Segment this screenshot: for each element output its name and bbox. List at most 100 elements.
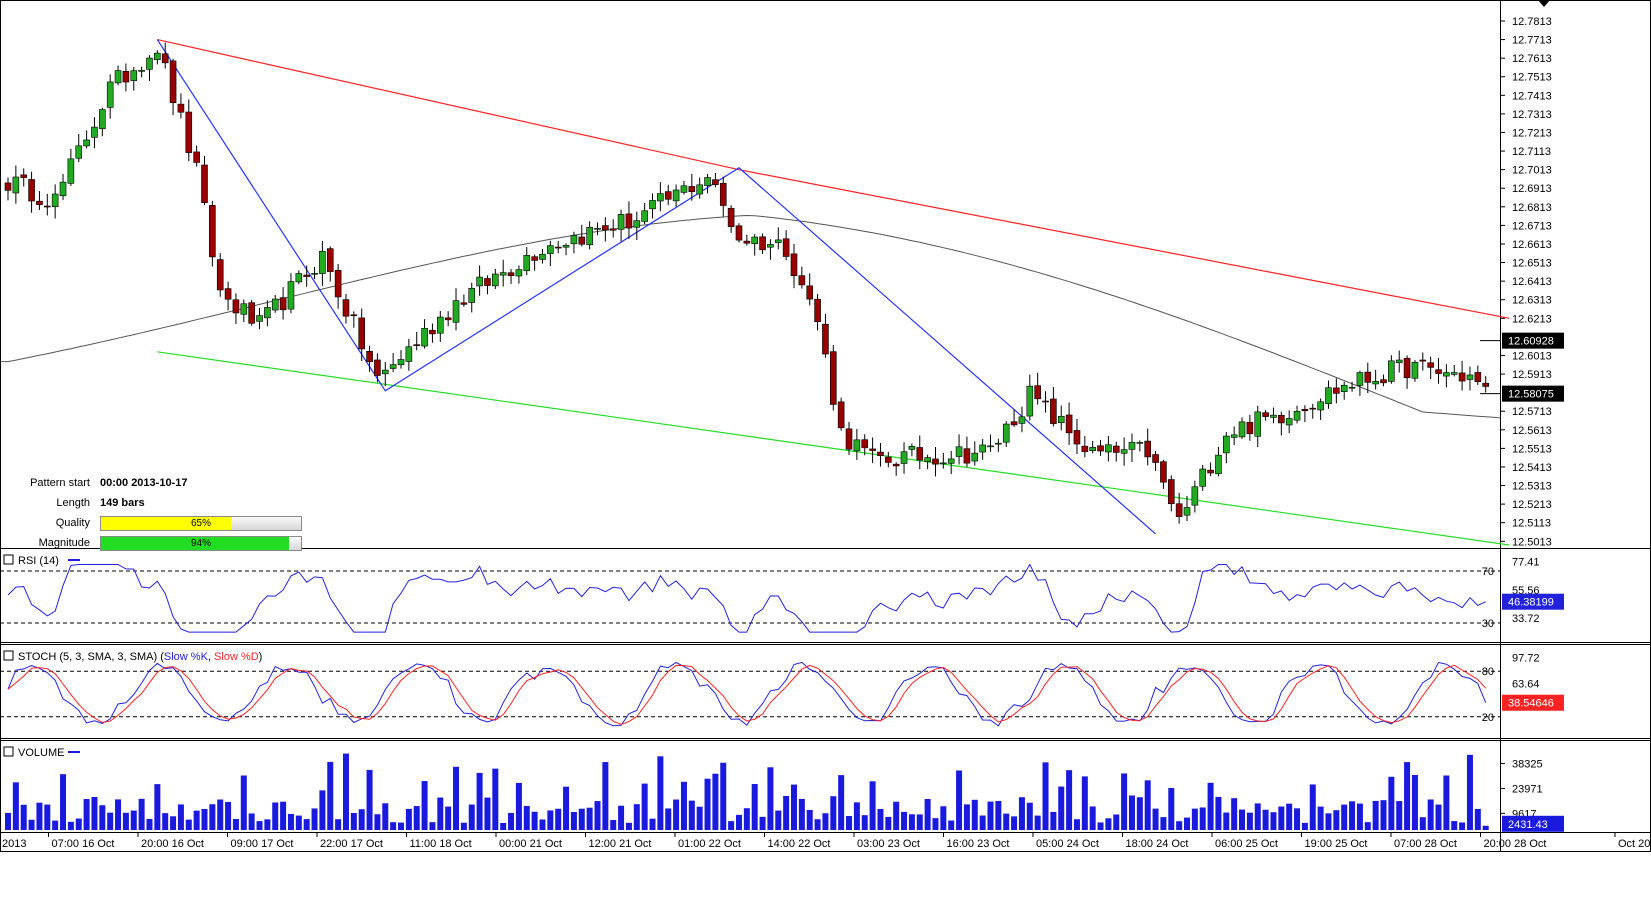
candle-body (342, 299, 350, 317)
volume-bar (735, 814, 742, 830)
volume-bar (1333, 810, 1340, 830)
candle-body (452, 300, 460, 323)
candle-body (248, 302, 255, 324)
stoch-title: STOCH (5, 3, SMA, 3, SMA) (Slow %K, Slow… (18, 651, 262, 663)
volume-bar (36, 802, 43, 830)
candle-body (91, 126, 98, 138)
candle-body (185, 111, 193, 153)
volume-bar (791, 784, 797, 830)
volume-bar (838, 775, 845, 830)
candle-body (539, 253, 546, 260)
volume-close-icon (3, 746, 14, 757)
candle-body (1340, 384, 1348, 392)
quality-bar-fill (101, 517, 231, 530)
volume-bar (798, 798, 805, 830)
candle-body (735, 225, 743, 241)
candle-body (1317, 401, 1324, 411)
candle-body (932, 458, 939, 465)
candle-body (916, 447, 924, 461)
volume-bar (948, 820, 955, 830)
volume-bar (28, 819, 35, 830)
rsi-tick-label: 70 (1482, 566, 1494, 578)
candle-body (594, 227, 601, 230)
candle-body (1191, 486, 1199, 506)
candles-group (4, 42, 1489, 524)
volume-bar (940, 806, 947, 830)
rsi-current-box (1502, 593, 1564, 610)
volume-bar (1176, 821, 1183, 830)
candle-body (492, 273, 499, 287)
candle-body (1411, 362, 1419, 379)
volume-bar (1411, 774, 1418, 830)
volume-bar (1349, 801, 1356, 830)
volume-bar (720, 762, 727, 830)
volume-bar (99, 805, 106, 830)
candle-body (712, 179, 719, 185)
volume-bar (264, 819, 271, 830)
candle-body (547, 245, 554, 254)
candle-body (1120, 449, 1128, 454)
candle-body (1380, 379, 1387, 384)
volume-bar (759, 816, 766, 830)
volume-bar (641, 783, 648, 830)
candle-body (1301, 409, 1309, 412)
volume-bar (295, 815, 302, 830)
candle-body (649, 200, 656, 210)
candle-body (688, 186, 696, 193)
candle-body (499, 272, 507, 276)
scroll-down-arrow-icon[interactable] (1538, 0, 1550, 7)
volume-bar (484, 797, 491, 830)
candle-body (397, 359, 405, 366)
candle-body (1223, 435, 1230, 454)
candle-body (1199, 468, 1207, 487)
stoch-current-box (1502, 694, 1564, 711)
pattern-magnitude-label: Magnitude (38, 537, 90, 549)
rsi-close-icon (3, 554, 14, 565)
volume-bar (44, 804, 51, 830)
volume-bar (688, 800, 695, 830)
volume-bar (67, 821, 74, 830)
volume-bar (209, 804, 216, 830)
candle-body (177, 103, 185, 113)
volume-bar (1372, 800, 1379, 830)
pattern-start-value: 00:00 2013-10-17 (100, 477, 188, 489)
price-tick-label: 12.7413 (1512, 90, 1552, 102)
candle-body (99, 109, 106, 130)
volume-bar (122, 812, 129, 830)
volume-bar (885, 816, 892, 830)
volume-bar (374, 814, 381, 830)
volume-bar (1207, 782, 1214, 830)
volume-bar (303, 819, 310, 830)
candle-body (138, 70, 145, 72)
candle-body (900, 451, 908, 464)
candle-body (814, 298, 821, 323)
candle-body (790, 253, 798, 277)
volume-bar (602, 762, 609, 830)
sma-current-label: 12.60928 (1508, 336, 1554, 348)
volume-bar (1081, 776, 1088, 830)
candle-body (1458, 372, 1466, 382)
time-tick-label: 09:00 17 Oct (231, 838, 294, 850)
candle-body (1254, 411, 1262, 437)
volume-bar (382, 803, 389, 830)
candle-body (1167, 479, 1175, 505)
volume-bar (916, 814, 923, 830)
candle-body (1034, 385, 1041, 400)
price-tick-label: 12.6813 (1512, 202, 1552, 214)
candle-body (1309, 407, 1317, 410)
volume-bar (5, 812, 11, 830)
price-tick-label: 12.6213 (1512, 313, 1552, 325)
volume-bar (649, 818, 656, 830)
candle-body (1403, 357, 1411, 379)
volume-bar (751, 784, 758, 830)
stoch-current-label: 38.54646 (1508, 698, 1554, 710)
volume-bar (232, 818, 239, 830)
volume-bar (563, 786, 570, 830)
candle-body (405, 346, 413, 362)
price-tick-label: 12.6013 (1512, 350, 1552, 362)
volume-bar (1034, 815, 1041, 830)
volume-bar (421, 781, 428, 830)
volume-bar (437, 797, 444, 830)
candle-body (1230, 434, 1238, 438)
